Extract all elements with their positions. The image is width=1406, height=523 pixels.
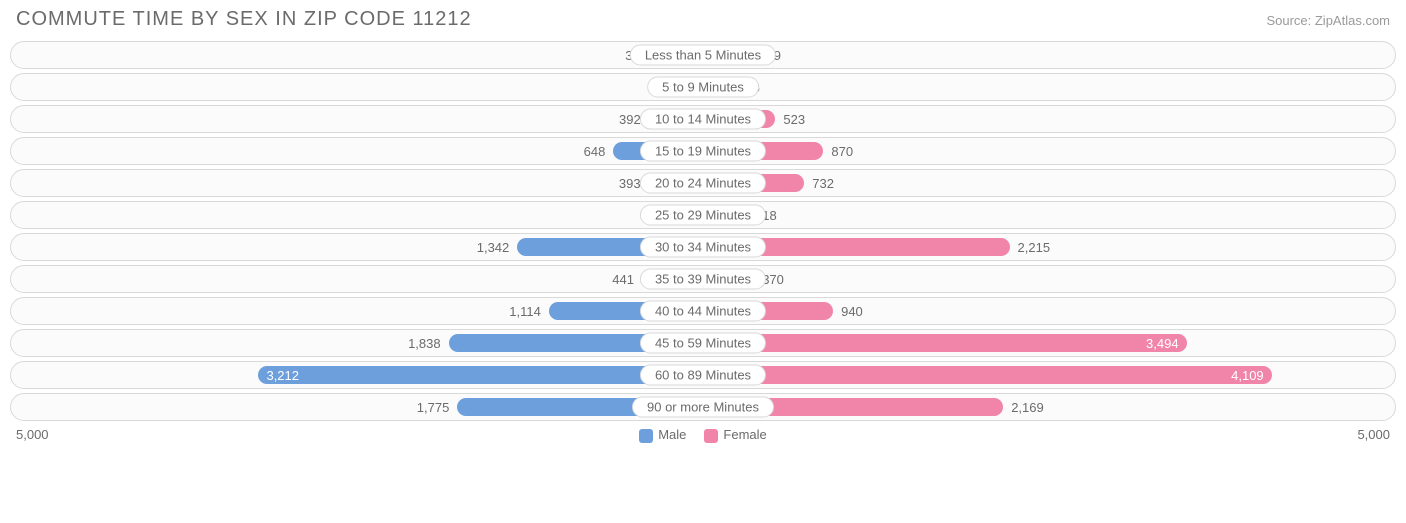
female-value: 523 [775,106,805,132]
category-label: 35 to 39 Minutes [640,269,766,290]
legend-label-female: Female [723,427,766,442]
category-label: 25 to 29 Minutes [640,205,766,226]
category-label: 15 to 19 Minutes [640,141,766,162]
chart-row: 1261965 to 9 Minutes [10,73,1396,101]
male-value: 648 [584,138,614,164]
category-label: 10 to 14 Minutes [640,109,766,130]
male-value: 1,114 [509,298,549,324]
category-label: 20 to 24 Minutes [640,173,766,194]
female-value: 3,494 [1146,330,1179,356]
chart-row: 1,342 2,215 30 to 34 Minutes [10,233,1396,261]
chart-row: 44137035 to 39 Minutes [10,265,1396,293]
axis-max-left: 5,000 [16,427,49,442]
male-value: 1,775 [417,394,458,420]
male-value: 3,212 [266,362,299,388]
legend-item-male: Male [639,427,686,443]
female-value: 2,215 [1010,234,1051,260]
chart-row: 9531825 to 29 Minutes [10,201,1396,229]
chart-header: COMMUTE TIME BY SEX IN ZIP CODE 11212 So… [10,8,1396,31]
chart-row: 3,212 4,109 60 to 89 Minutes [10,361,1396,389]
female-value: 940 [833,298,863,324]
male-value: 1,342 [477,234,518,260]
chart-row: 648 870 15 to 19 Minutes [10,137,1396,165]
female-swatch-icon [704,429,718,443]
category-label: 45 to 59 Minutes [640,333,766,354]
category-label: 30 to 34 Minutes [640,237,766,258]
chart-title: COMMUTE TIME BY SEX IN ZIP CODE 11212 [16,8,472,31]
chart-footer: 5,000 Male Female 5,000 [10,427,1396,443]
male-value: 1,838 [408,330,449,356]
chart-row: 1,775 2,169 90 or more Minutes [10,393,1396,421]
female-value: 4,109 [1231,362,1264,388]
category-label: 60 to 89 Minutes [640,365,766,386]
category-label: 40 to 44 Minutes [640,301,766,322]
legend-label-male: Male [658,427,686,442]
female-bar [703,366,1272,384]
female-value: 870 [823,138,853,164]
chart-row: 1,114 940 40 to 44 Minutes [10,297,1396,325]
axis-max-right: 5,000 [1357,427,1390,442]
male-bar [258,366,703,384]
category-label: 5 to 9 Minutes [647,77,759,98]
chart-row: 1,838 3,494 45 to 59 Minutes [10,329,1396,357]
chart-source: Source: ZipAtlas.com [1266,13,1390,28]
female-value: 732 [804,170,834,196]
chart-rows: 347349Less than 5 Minutes 1261965 to 9 Mi… [10,41,1396,421]
chart-row: 347349Less than 5 Minutes [10,41,1396,69]
male-value: 441 [612,266,642,292]
chart-row: 39252310 to 14 Minutes [10,105,1396,133]
category-label: 90 or more Minutes [632,397,774,418]
legend: Male Female [639,427,767,443]
male-swatch-icon [639,429,653,443]
female-bar [703,334,1187,352]
chart-row: 39373220 to 24 Minutes [10,169,1396,197]
legend-item-female: Female [704,427,766,443]
female-value: 2,169 [1003,394,1044,420]
category-label: Less than 5 Minutes [630,45,776,66]
